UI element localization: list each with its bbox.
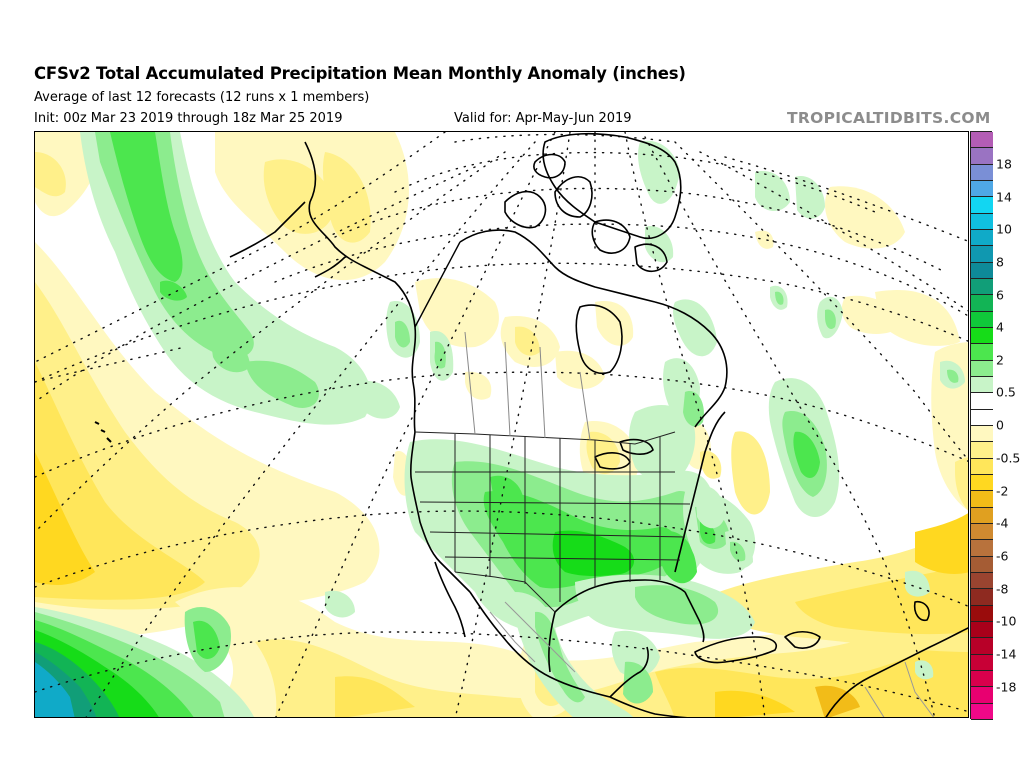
colorbar-swatch [971, 475, 993, 492]
colorbar-swatch [971, 213, 993, 230]
colorbar-tick-label: -4 [996, 515, 1009, 531]
brand-watermark: TROPICALTIDBITS.COM [787, 109, 991, 127]
colorbar-tick-label: 2 [996, 352, 1004, 368]
colorbar-swatch [971, 654, 993, 671]
colorbar-tick-label: 0.5 [996, 384, 1016, 400]
colorbar-swatch [971, 491, 993, 508]
colorbar-swatch [971, 409, 993, 426]
colorbar-swatch [971, 605, 993, 622]
political-borders [414, 331, 935, 717]
colorbar-swatch [971, 295, 993, 312]
colorbar-tick-label: 4 [996, 319, 1004, 335]
coastlines [94, 132, 968, 717]
colorbar-swatch [971, 426, 993, 443]
init-time: Init: 00z Mar 23 2019 through 18z Mar 25… [34, 111, 343, 126]
colorbar-swatch [971, 344, 993, 361]
colorbar-swatch [971, 377, 993, 394]
chart-subtitle: Average of last 12 forecasts (12 runs x … [34, 90, 370, 105]
colorbar-tick-label: 14 [996, 189, 1012, 205]
colorbar-tick-label: -18 [996, 679, 1017, 695]
colorbar-swatch [971, 671, 993, 688]
colorbar-swatch [971, 556, 993, 573]
colorbar-swatch [971, 703, 993, 720]
valid-period: Valid for: Apr-May-Jun 2019 [454, 111, 632, 126]
colorbar-swatch [971, 279, 993, 296]
colorbar-swatch [971, 181, 993, 198]
colorbar-swatch [971, 246, 993, 263]
map-svg [35, 132, 968, 717]
colorbar-swatch [971, 148, 993, 165]
colorbar-swatch [971, 164, 993, 181]
colorbar-swatch [971, 622, 993, 639]
colorbar-tick-label: -0.5 [996, 450, 1021, 466]
colorbar-tick-label: 18 [996, 156, 1012, 172]
colorbar-tick-label: 10 [996, 221, 1012, 237]
colorbar-tick-label: -2 [996, 483, 1009, 499]
colorbar-swatch [971, 589, 993, 606]
colorbar-swatch [971, 393, 993, 410]
chart-title: CFSv2 Total Accumulated Precipitation Me… [34, 64, 686, 83]
graticule [35, 132, 968, 717]
colorbar-swatch [971, 132, 993, 149]
colorbar-swatch [971, 262, 993, 279]
colorbar-tick-label: -10 [996, 613, 1017, 629]
colorbar-tick-label: 6 [996, 287, 1004, 303]
colorbar-legend [970, 131, 993, 720]
colorbar-swatch [971, 638, 993, 655]
colorbar-swatch [971, 328, 993, 345]
colorbar-swatch [971, 524, 993, 541]
anomaly-map [34, 131, 969, 718]
colorbar-tick-label: 8 [996, 254, 1004, 270]
colorbar-swatch [971, 573, 993, 590]
colorbar-tick-label: -6 [996, 548, 1009, 564]
colorbar-swatch [971, 458, 993, 475]
colorbar-swatch [971, 540, 993, 557]
colorbar-tick-label: -8 [996, 581, 1009, 597]
colorbar-swatch [971, 230, 993, 247]
colorbar-tick-label: 0 [996, 417, 1004, 433]
colorbar-swatch [971, 687, 993, 704]
colorbar-swatch [971, 311, 993, 328]
colorbar-swatch [971, 442, 993, 459]
colorbar-swatch [971, 197, 993, 214]
colorbar-swatch [971, 360, 993, 377]
colorbar-tick-label: -14 [996, 646, 1017, 662]
colorbar-swatch [971, 507, 993, 524]
